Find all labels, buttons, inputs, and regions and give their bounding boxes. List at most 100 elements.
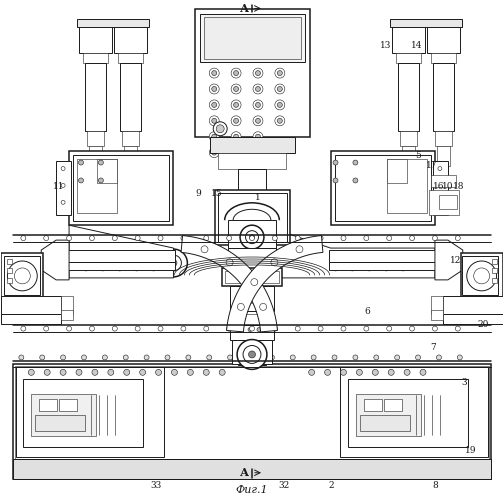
Bar [360, 415, 410, 431]
Circle shape [432, 236, 437, 240]
Circle shape [231, 148, 241, 158]
Circle shape [410, 236, 415, 240]
Circle shape [44, 326, 49, 331]
Bar [59, 399, 77, 411]
Circle shape [467, 261, 496, 291]
Circle shape [253, 100, 263, 110]
Circle shape [372, 370, 379, 376]
Bar [77, 20, 149, 28]
Polygon shape [41, 240, 69, 280]
Circle shape [228, 355, 233, 360]
Text: 20: 20 [477, 320, 488, 329]
Circle shape [438, 166, 442, 170]
Circle shape [213, 122, 227, 136]
Bar [443, 314, 502, 324]
Circle shape [277, 86, 282, 92]
Circle shape [323, 255, 339, 271]
Text: А: А [239, 468, 248, 478]
Circle shape [256, 102, 261, 108]
Bar [124, 146, 137, 166]
Text: 14: 14 [411, 40, 423, 50]
Circle shape [248, 328, 252, 332]
Circle shape [170, 260, 177, 266]
Bar [356, 394, 421, 436]
Circle shape [239, 328, 243, 332]
Circle shape [203, 370, 209, 376]
Circle shape [82, 355, 87, 360]
Circle shape [455, 236, 460, 240]
Circle shape [60, 355, 66, 360]
Bar [35, 415, 85, 431]
Bar [431, 53, 456, 63]
Bar [491, 278, 496, 283]
Circle shape [253, 68, 263, 78]
Circle shape [311, 355, 316, 360]
Circle shape [270, 355, 274, 360]
Bar [97, 158, 117, 184]
Bar [431, 176, 456, 188]
Circle shape [400, 265, 406, 271]
Circle shape [387, 236, 392, 240]
Bar [73, 154, 169, 221]
Circle shape [207, 355, 212, 360]
Circle shape [234, 70, 238, 76]
Bar [384, 399, 402, 411]
Circle shape [356, 370, 362, 376]
Circle shape [201, 246, 208, 253]
Text: 15: 15 [211, 189, 223, 198]
Circle shape [67, 236, 72, 240]
Bar [348, 380, 468, 447]
Circle shape [256, 134, 261, 139]
Bar [85, 63, 106, 130]
Circle shape [44, 370, 50, 376]
Bar [491, 268, 496, 273]
Bar [429, 190, 459, 216]
Polygon shape [263, 225, 435, 278]
Text: 16: 16 [433, 182, 445, 191]
Circle shape [231, 132, 241, 141]
Bar [56, 160, 71, 216]
Circle shape [227, 236, 232, 240]
Bar [335, 154, 431, 221]
Circle shape [67, 326, 72, 331]
Bar [427, 24, 460, 53]
Bar [228, 220, 276, 248]
Circle shape [249, 326, 255, 331]
Circle shape [135, 236, 140, 240]
Bar [491, 259, 496, 264]
Bar [2, 314, 61, 324]
Circle shape [275, 116, 285, 126]
Polygon shape [69, 225, 173, 278]
Circle shape [246, 278, 253, 285]
Circle shape [275, 100, 285, 110]
Circle shape [341, 236, 346, 240]
Circle shape [204, 326, 209, 331]
Circle shape [209, 100, 219, 110]
Text: 19: 19 [465, 446, 476, 456]
Circle shape [256, 150, 261, 155]
Circle shape [92, 370, 98, 376]
Circle shape [60, 370, 66, 376]
Bar [392, 24, 425, 53]
Circle shape [395, 355, 400, 360]
Circle shape [341, 370, 346, 376]
Circle shape [209, 132, 219, 141]
Circle shape [248, 296, 256, 303]
Circle shape [237, 304, 244, 310]
Circle shape [341, 326, 346, 331]
Circle shape [249, 236, 255, 240]
Circle shape [353, 178, 358, 183]
Bar [61, 296, 73, 314]
Circle shape [112, 236, 117, 240]
Bar [437, 146, 450, 166]
Circle shape [76, 370, 82, 376]
Circle shape [21, 236, 26, 240]
Circle shape [234, 118, 238, 124]
Text: 9: 9 [196, 189, 201, 198]
Circle shape [44, 236, 49, 240]
Bar [122, 130, 139, 146]
Circle shape [333, 178, 338, 183]
Circle shape [61, 166, 65, 170]
Circle shape [416, 355, 420, 360]
Bar [396, 53, 421, 63]
